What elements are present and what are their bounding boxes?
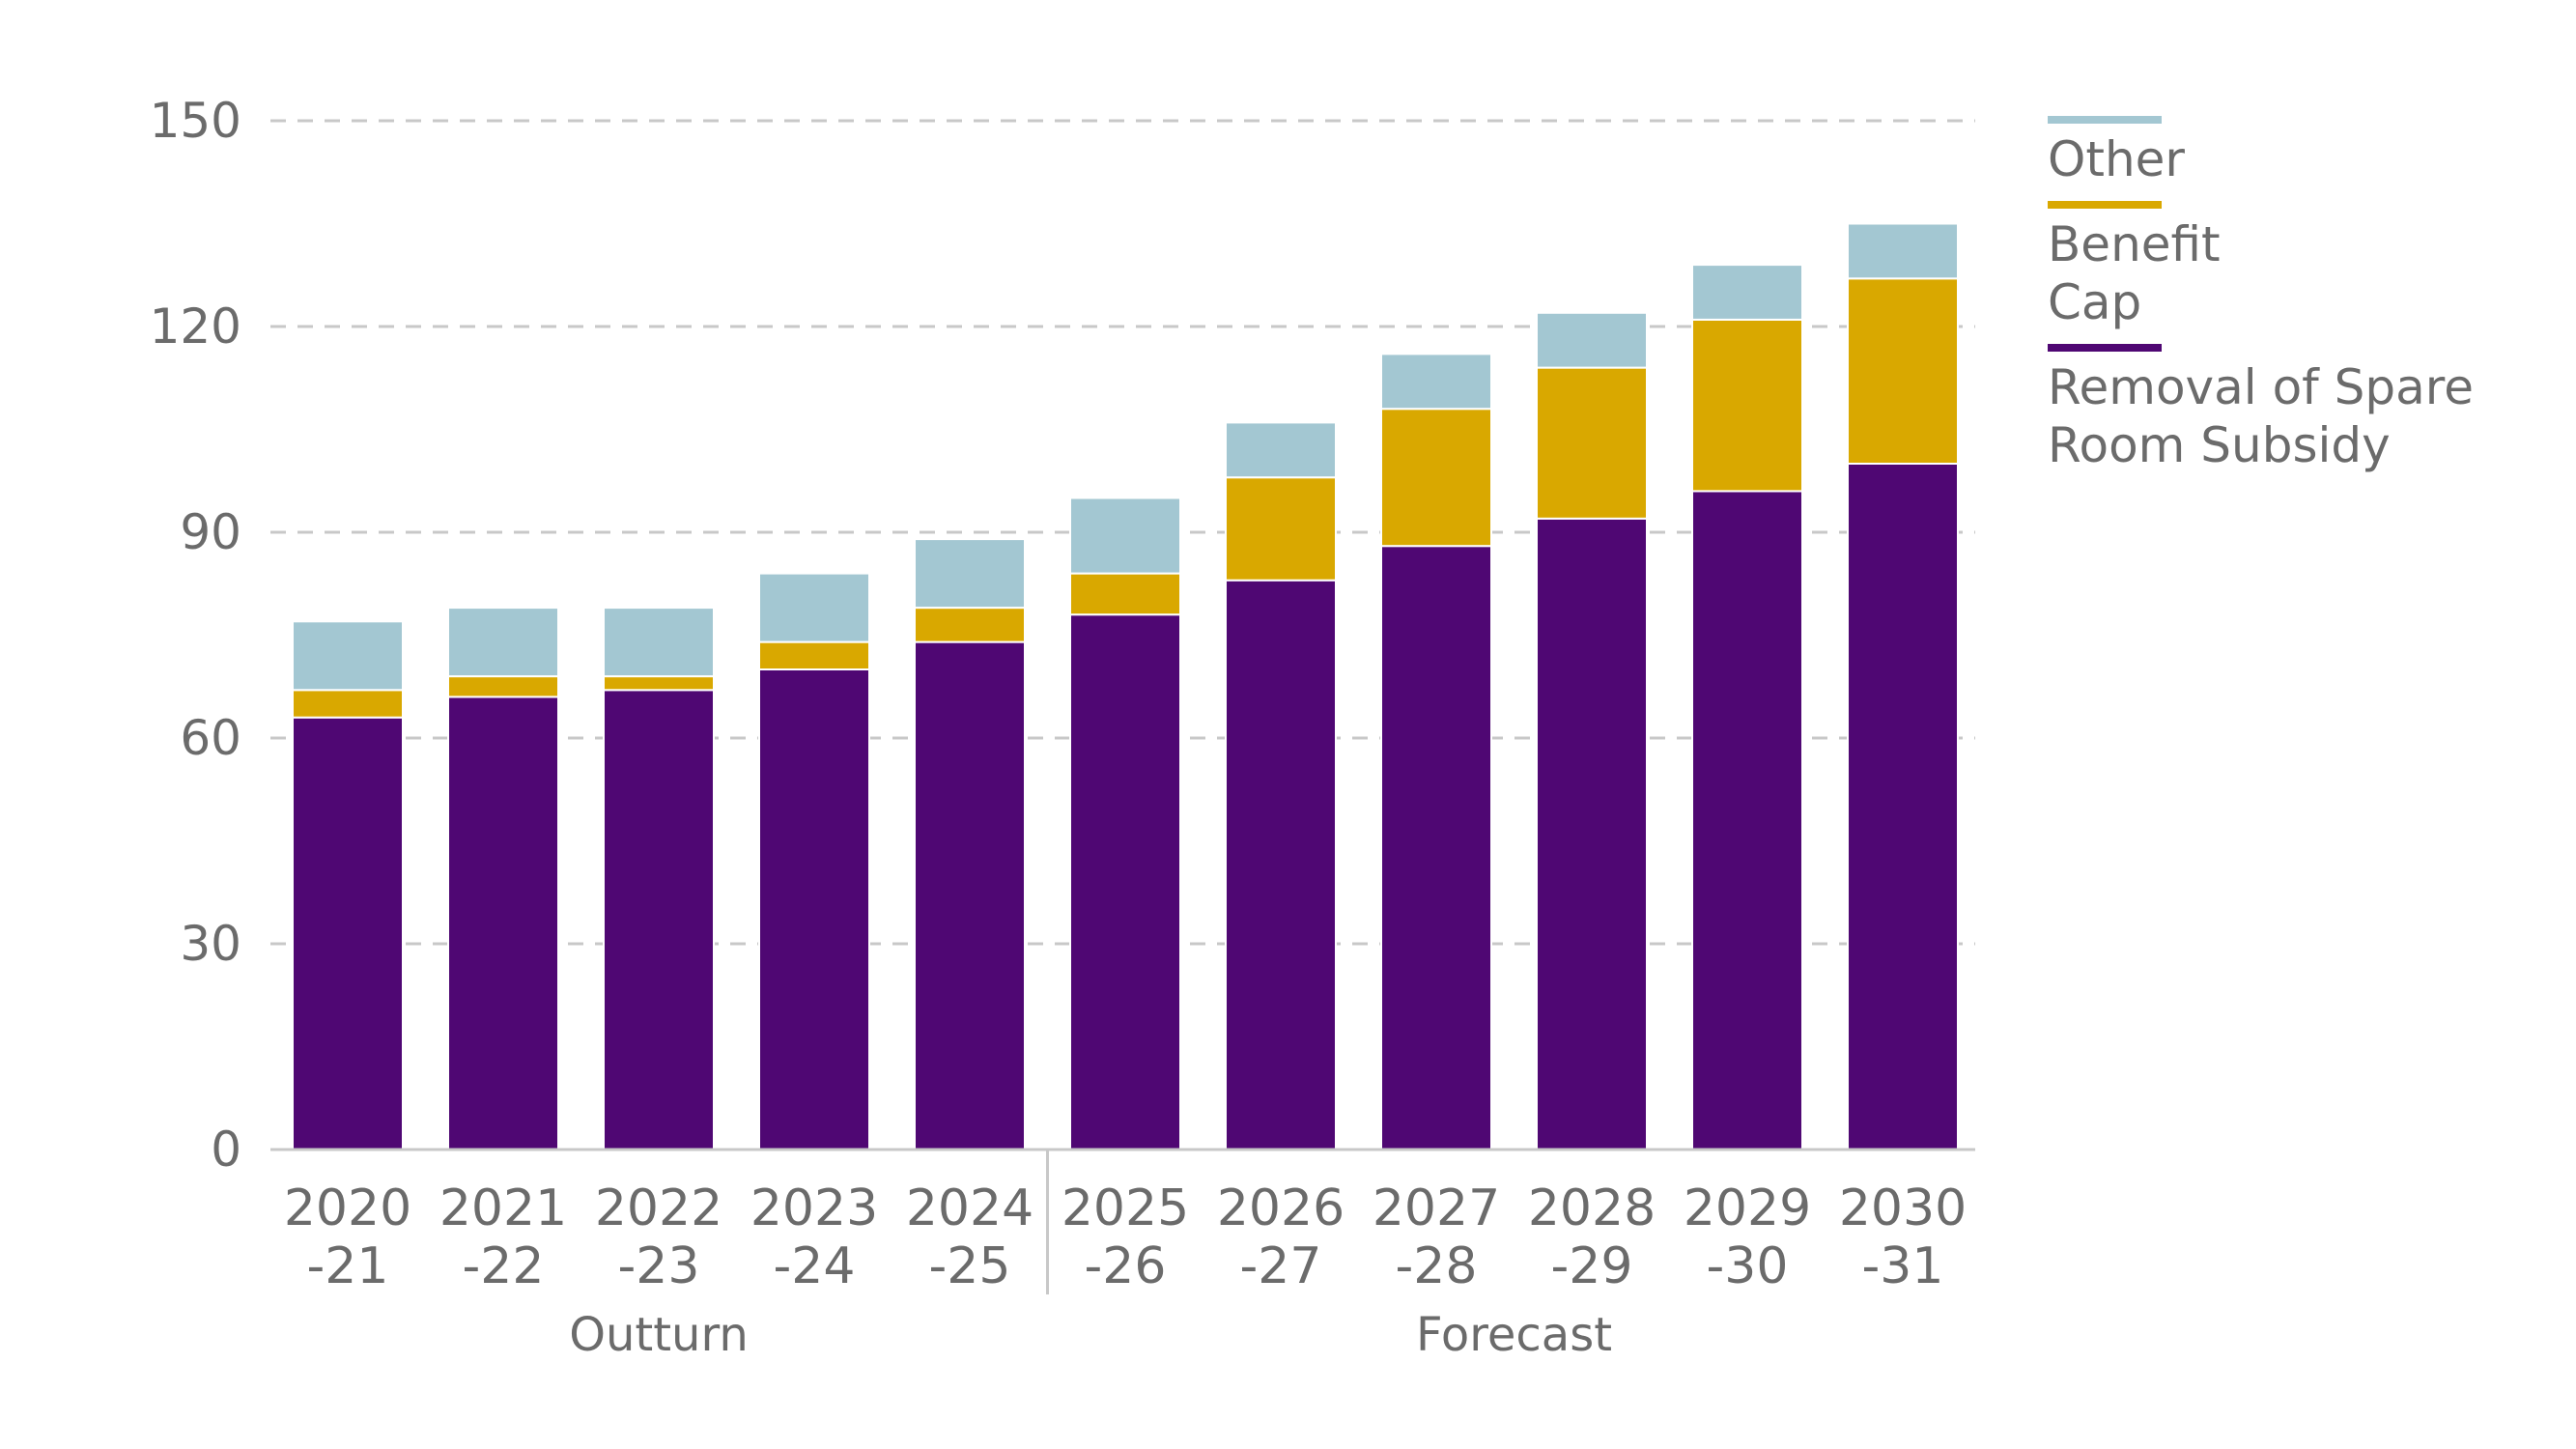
bar-segment	[1069, 613, 1181, 1151]
bar-segment	[1380, 353, 1492, 411]
bar-segment	[758, 572, 870, 643]
legend-label: Room Subsidy	[2048, 417, 2391, 473]
y-tick-label: 30	[180, 916, 241, 972]
x-tick-label: 2026 -27	[1217, 1179, 1345, 1295]
bar-segment	[1380, 545, 1492, 1151]
y-tick-label: 0	[211, 1122, 241, 1178]
legend-swatch	[2048, 344, 2162, 352]
legend-label: Cap	[2048, 274, 2141, 330]
y-tick-label: 90	[180, 504, 241, 560]
bar-segment	[914, 607, 1026, 643]
bar-segment	[292, 689, 404, 719]
x-tick-label: 2021 -22	[439, 1179, 567, 1295]
legend-label: Other	[2048, 131, 2185, 187]
legend-swatch	[2048, 201, 2162, 209]
bar-segment	[1380, 408, 1492, 548]
y-tick-label: 150	[150, 93, 241, 149]
x-tick-label: 2023 -24	[750, 1179, 878, 1295]
bar-segment	[1847, 463, 1959, 1151]
x-tick-label: 2028 -29	[1528, 1179, 1656, 1295]
legend-swatch	[2048, 116, 2162, 124]
bar-segment	[1536, 311, 1648, 369]
bar-segment	[447, 607, 559, 678]
bar-segment	[1847, 277, 1959, 465]
bar-segment	[603, 675, 715, 692]
bar-segment	[1225, 476, 1337, 582]
bar-segment	[1225, 421, 1337, 479]
legend-label: Removal of Spare	[2048, 359, 2474, 415]
x-tick-label: 2022 -23	[595, 1179, 722, 1295]
bar-segment	[1691, 318, 1803, 493]
bar-segment	[1847, 222, 1959, 280]
bar-segment	[1069, 572, 1181, 616]
bar-segment	[914, 640, 1026, 1151]
bar-segment	[603, 689, 715, 1151]
bar-segment	[914, 538, 1026, 610]
axes	[270, 1148, 1975, 1294]
bar-segment	[292, 620, 404, 692]
y-tick-label: 120	[150, 298, 241, 355]
bar-segment	[292, 716, 404, 1151]
x-axis-groups: Outturn Forecast	[569, 1308, 1612, 1362]
bar-segment	[758, 668, 870, 1151]
bar-segment	[1069, 497, 1181, 575]
x-tick-label: 2025 -26	[1062, 1179, 1189, 1295]
x-tick-label: 2020 -21	[284, 1179, 411, 1295]
y-axis-ticks: 0 30 60 90 120 150	[150, 93, 241, 1178]
bar-segment	[447, 696, 559, 1151]
y-tick-label: 60	[180, 710, 241, 766]
bar-segment	[1225, 579, 1337, 1151]
x-tick-label: 2030 -31	[1839, 1179, 1967, 1295]
x-tick-label: 2029 -30	[1684, 1179, 1811, 1295]
bar-segment	[1536, 517, 1648, 1151]
bar-segment	[603, 607, 715, 678]
bars	[292, 222, 1959, 1151]
bar-segment	[447, 675, 559, 698]
x-tick-label: 2024 -25	[906, 1179, 1033, 1295]
group-label: Outturn	[569, 1308, 749, 1362]
x-tick-label: 2027 -28	[1373, 1179, 1500, 1295]
bar-segment	[1536, 366, 1648, 520]
legend-label: Benefit	[2048, 216, 2221, 272]
bar-segment	[758, 640, 870, 670]
bar-segment	[1691, 490, 1803, 1151]
bar-segment	[1691, 264, 1803, 321]
group-label: Forecast	[1416, 1308, 1612, 1362]
